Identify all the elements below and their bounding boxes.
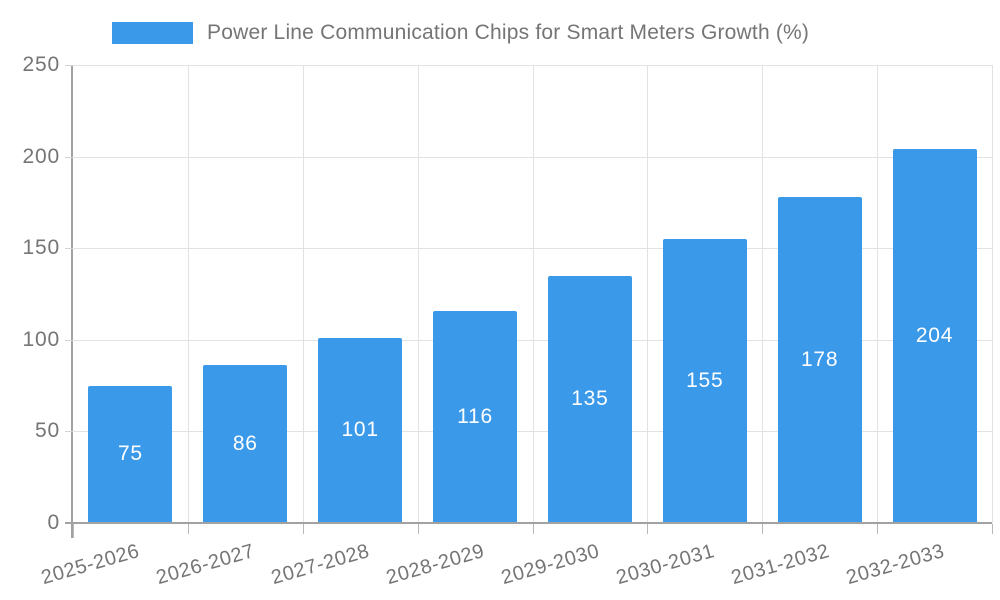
x-axis-category-label: 2026-2027 xyxy=(154,540,258,590)
bar: 86 xyxy=(203,365,288,523)
legend-label: Power Line Communication Chips for Smart… xyxy=(207,21,810,44)
y-tick-mark xyxy=(65,65,73,66)
x-axis-category-label: 2030-2031 xyxy=(613,540,717,590)
x-tick-mark xyxy=(417,524,419,534)
bar-value-label: 86 xyxy=(232,432,258,456)
x-axis-category-label: 2029-2030 xyxy=(498,540,603,590)
x-tick-mark xyxy=(762,524,764,534)
chart-legend: Power Line Communication Chips for Smart… xyxy=(112,21,809,45)
bar-value-label: 178 xyxy=(800,347,839,371)
x-tick-mark xyxy=(647,524,649,534)
y-tick-mark xyxy=(65,339,73,341)
y-axis-tick-label: 50 xyxy=(35,419,60,443)
gridline-vertical xyxy=(187,65,189,523)
bar: 75 xyxy=(88,385,173,523)
bar-value-label: 75 xyxy=(117,442,143,466)
x-tick-mark xyxy=(302,524,304,534)
plot-area: 75 86 101 116 135 155 178 204 xyxy=(73,65,993,523)
gridline-vertical xyxy=(417,65,419,523)
x-axis-category-label: 2027-2028 xyxy=(269,540,373,590)
bar-value-label: 204 xyxy=(915,324,954,348)
y-tick-mark xyxy=(65,156,73,158)
x-axis-category-label: 2032-2033 xyxy=(843,540,947,590)
bar: 101 xyxy=(318,337,403,523)
y-axis-tick-label: 150 xyxy=(22,236,60,260)
y-tick-mark xyxy=(65,248,73,250)
bar: 116 xyxy=(433,310,518,523)
x-tick-mark xyxy=(877,524,879,534)
y-axis-tick-label: 200 xyxy=(22,144,60,168)
y-axis-tick-label: 250 xyxy=(22,53,60,76)
bar-value-label: 116 xyxy=(457,404,493,428)
x-axis-category-label: 2028-2029 xyxy=(383,540,488,590)
bar: 204 xyxy=(892,149,977,523)
bar-value-label: 155 xyxy=(686,369,724,393)
x-tick-mark xyxy=(532,524,534,534)
y-tick-mark xyxy=(65,431,73,433)
x-axis-category-label: 2031-2032 xyxy=(728,540,832,590)
x-axis-category-label: 2025-2026 xyxy=(39,540,143,590)
x-axis-line xyxy=(65,522,992,524)
y-axis-tick-label: 100 xyxy=(22,327,60,351)
bar: 178 xyxy=(777,196,862,523)
y-axis-line xyxy=(71,65,73,538)
legend-swatch xyxy=(112,22,193,44)
bar-value-label: 101 xyxy=(341,418,379,442)
x-tick-mark xyxy=(187,524,189,534)
gridline-vertical xyxy=(302,65,304,523)
gridline-vertical xyxy=(762,65,764,523)
gridline-vertical xyxy=(647,65,649,523)
bar-value-label: 135 xyxy=(571,387,609,411)
gridline-vertical xyxy=(992,65,993,523)
y-axis-tick-label: 0 xyxy=(47,511,60,534)
x-tick-mark xyxy=(73,524,74,538)
gridline-vertical xyxy=(877,65,879,523)
bar: 155 xyxy=(662,239,747,523)
bar: 135 xyxy=(547,275,632,523)
x-tick-mark xyxy=(992,524,993,534)
gridline-vertical xyxy=(532,65,534,523)
